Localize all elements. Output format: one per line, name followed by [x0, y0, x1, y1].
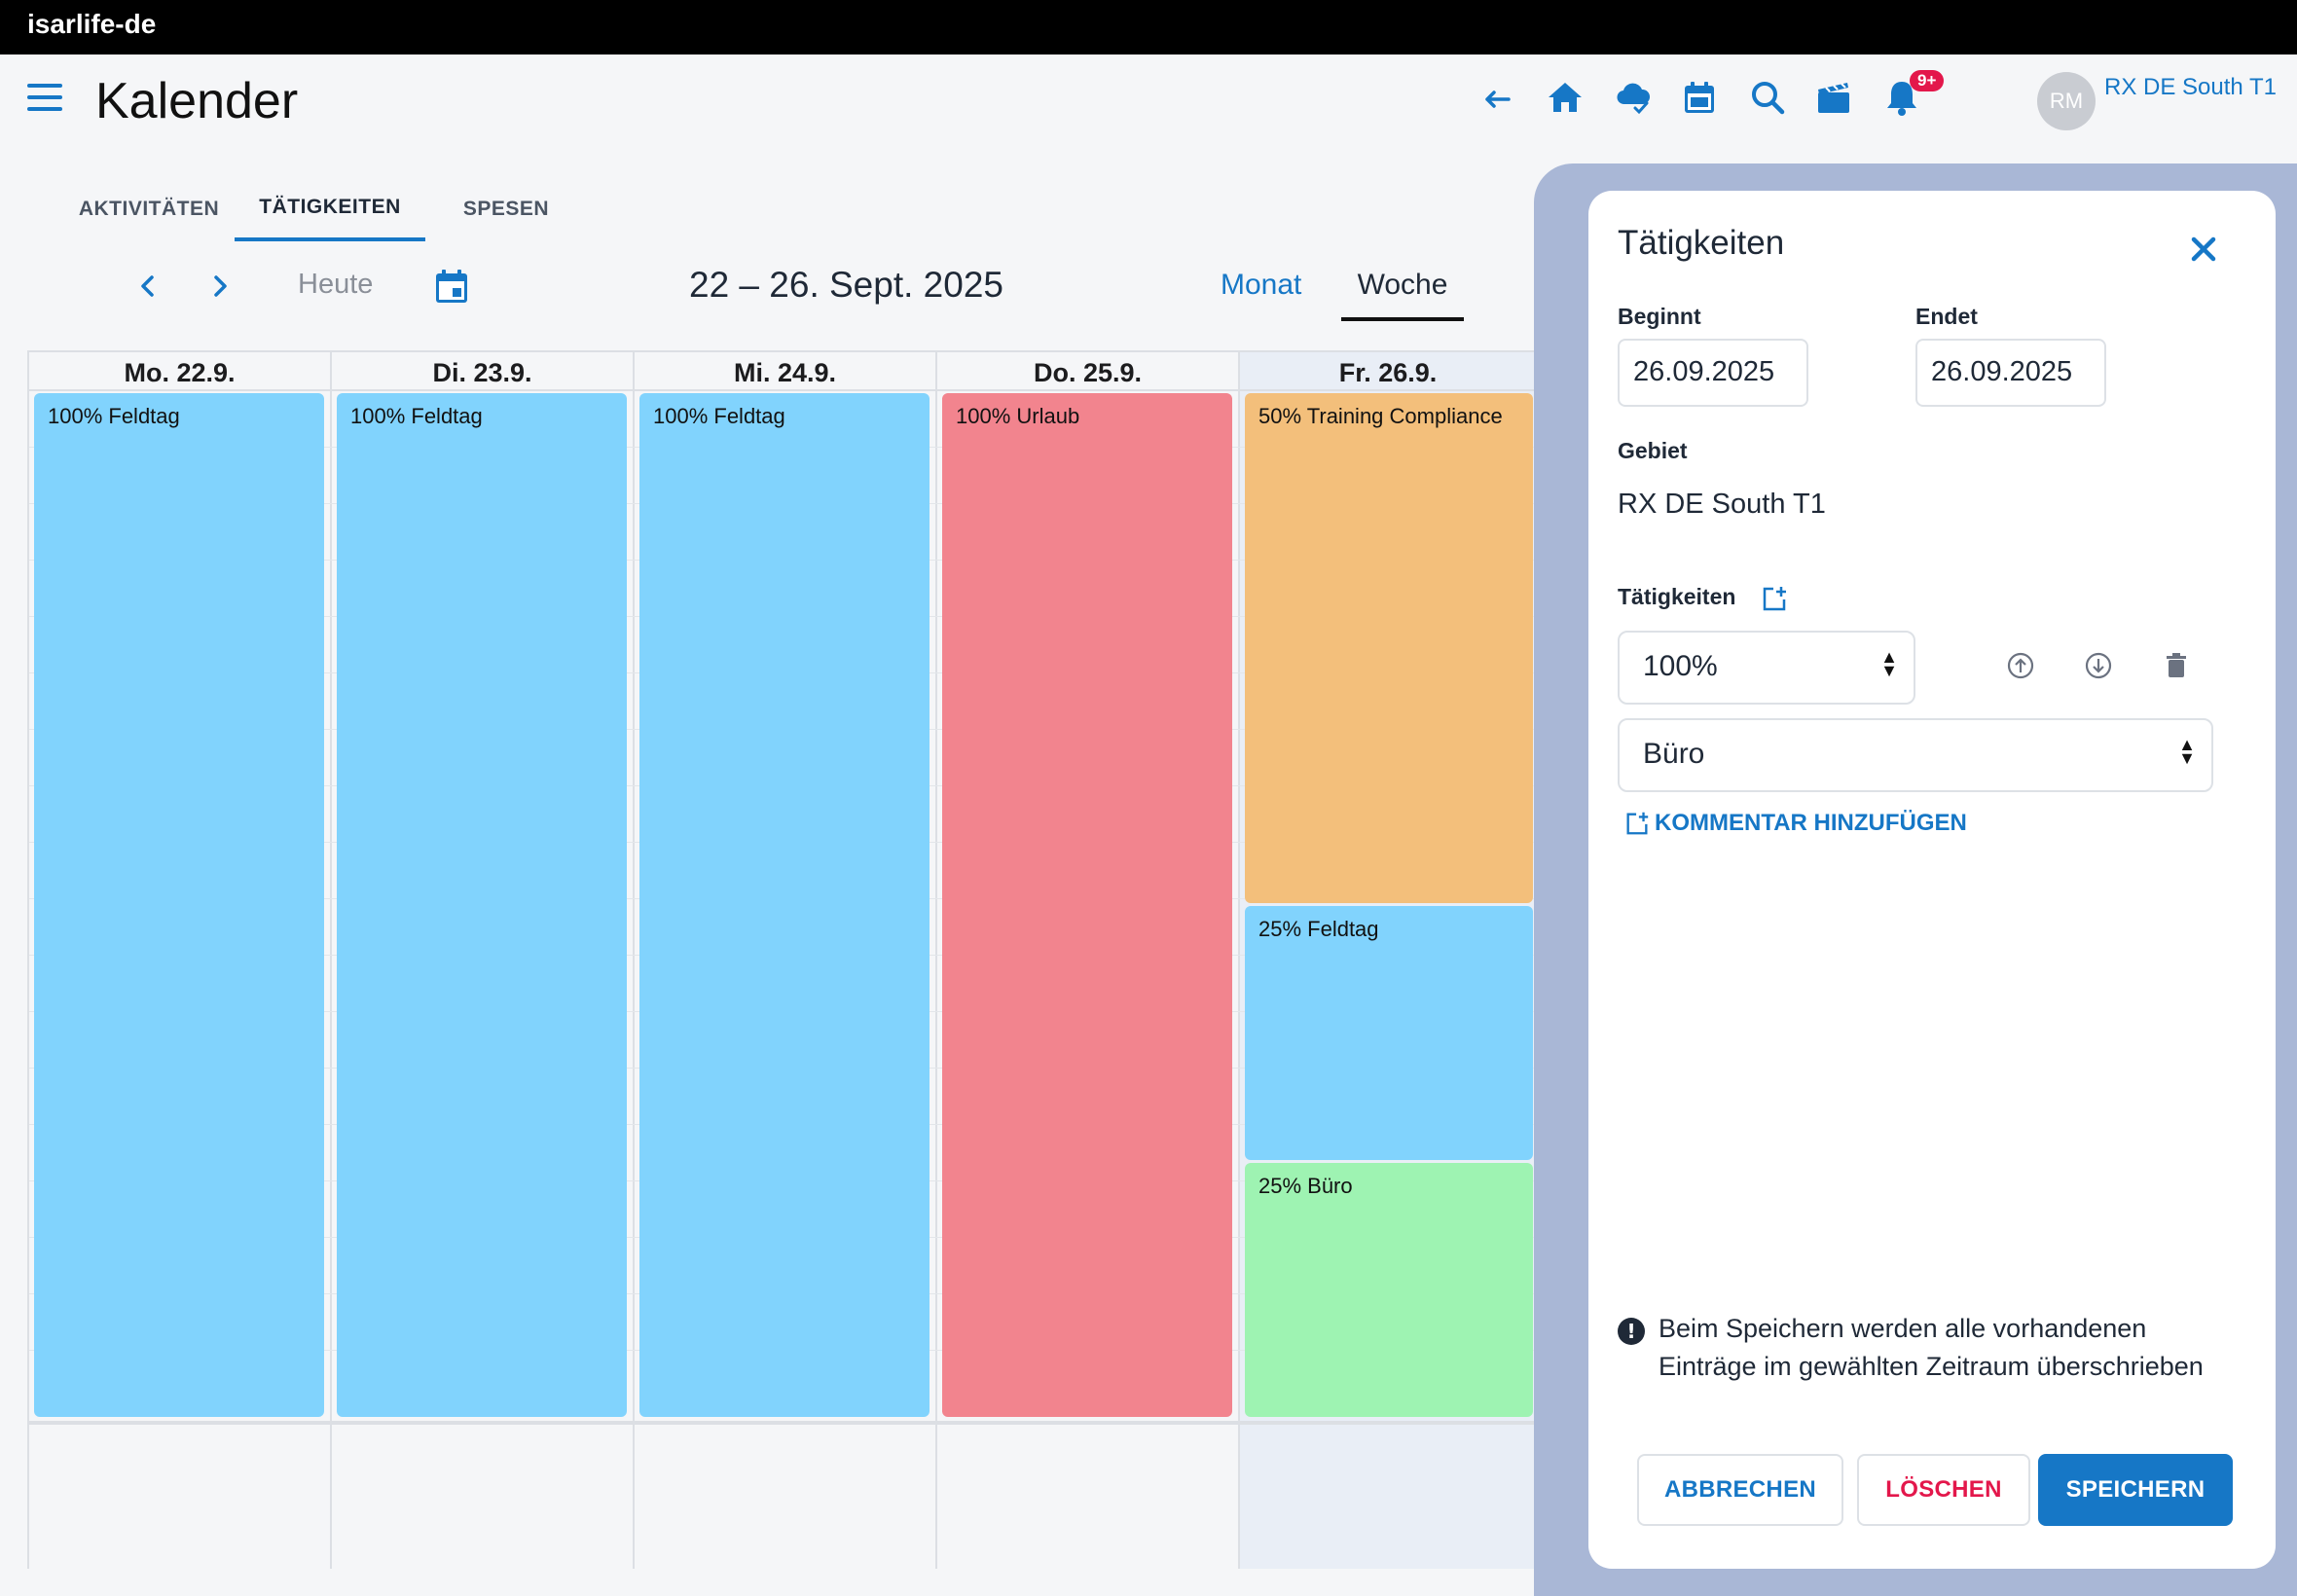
calendar-icon[interactable] — [1676, 74, 1723, 121]
day-header: Fr. 26.9. — [1240, 352, 1536, 391]
select-arrows-icon: ▲ ▼ — [1880, 647, 1898, 680]
activity-type-select[interactable]: Büro ▲ ▼ — [1618, 718, 2213, 792]
select-arrows-icon: ▲ ▼ — [2178, 735, 2196, 768]
add-comment-icon — [1626, 812, 1649, 835]
begins-label: Beginnt — [1618, 304, 1701, 329]
day-header: Di. 23.9. — [332, 352, 633, 391]
move-down-icon[interactable] — [2081, 648, 2116, 683]
tab-spesen[interactable]: SPESEN — [462, 198, 550, 220]
percent-select[interactable]: 100% ▲ ▼ — [1618, 631, 1915, 705]
area-value: RX DE South T1 — [1618, 489, 1826, 520]
activity-type-value: Büro — [1643, 738, 1705, 770]
avatar[interactable]: RM — [2037, 72, 2096, 130]
move-up-icon[interactable] — [2003, 648, 2038, 683]
back-arrow-icon[interactable] — [1474, 76, 1520, 123]
user-name[interactable]: RX DE South T1 — [2104, 74, 2277, 100]
prev-week-button[interactable] — [128, 267, 167, 306]
event-block[interactable]: 100% Urlaub — [942, 393, 1232, 1417]
clapperboard-icon[interactable] — [1810, 74, 1857, 121]
notification-badge: 9+ — [1910, 70, 1945, 91]
day-column[interactable]: Mi. 24.9. — [635, 352, 937, 1569]
cloud-check-icon[interactable] — [1610, 74, 1657, 121]
activity-edit-panel: Tätigkeiten Beginnt Endet 26.09.2025 26.… — [1588, 191, 2276, 1569]
event-block[interactable]: 100% Feldtag — [34, 393, 324, 1417]
event-label: 25% Büro — [1258, 1174, 1353, 1198]
search-icon[interactable] — [1744, 74, 1791, 121]
trash-icon[interactable] — [2159, 648, 2194, 683]
warning-text: Beim Speichern werden alle vorhandenen E… — [1659, 1314, 2204, 1381]
add-comment-label: KOMMENTAR HINZUFÜGEN — [1655, 810, 1967, 836]
day-header: Do. 25.9. — [937, 352, 1238, 391]
add-comment-link[interactable]: KOMMENTAR HINZUFÜGEN — [1623, 810, 1967, 837]
page-title: Kalender — [95, 73, 299, 129]
percent-select-value: 100% — [1643, 650, 1718, 682]
header: Kalender — [0, 54, 2297, 152]
calendar-picker-icon[interactable] — [432, 267, 471, 306]
event-label: 50% Training Compliance — [1258, 404, 1503, 428]
event-label: 100% Feldtag — [653, 404, 785, 428]
event-label: 25% Feldtag — [1258, 917, 1379, 941]
add-activity-icon[interactable] — [1760, 584, 1789, 613]
tab-aktivitaeten[interactable]: AKTIVITÄTEN — [78, 198, 220, 220]
event-block[interactable]: 25% Büro — [1245, 1163, 1533, 1417]
delete-button[interactable]: LÖSCHEN — [1857, 1454, 2030, 1526]
event-block[interactable]: 50% Training Compliance — [1245, 393, 1533, 903]
event-label: 100% Feldtag — [350, 404, 483, 428]
menu-icon[interactable] — [27, 84, 62, 113]
tab-taetigkeiten[interactable]: TÄTIGKEITEN — [235, 177, 425, 241]
ends-date-field[interactable]: 26.09.2025 — [1915, 339, 2106, 407]
event-block[interactable]: 25% Feldtag — [1245, 906, 1533, 1160]
area-label: Gebiet — [1618, 438, 1688, 463]
app-brand: isarlife-de — [27, 9, 157, 39]
today-button[interactable]: Heute — [298, 269, 374, 300]
close-icon[interactable] — [2184, 230, 2223, 269]
date-range-label: 22 – 26. Sept. 2025 — [689, 265, 1003, 305]
day-column[interactable]: Do. 25.9. — [937, 352, 1240, 1569]
next-week-button[interactable] — [201, 267, 239, 306]
event-block[interactable]: 100% Feldtag — [337, 393, 627, 1417]
home-icon[interactable] — [1542, 74, 1588, 121]
warning-icon: ! — [1618, 1318, 1645, 1345]
day-column[interactable]: Di. 23.9. — [332, 352, 635, 1569]
grid-separator — [29, 1421, 1536, 1425]
panel-title: Tätigkeiten — [1618, 224, 1785, 262]
day-header: Mo. 22.9. — [29, 352, 330, 391]
cancel-button[interactable]: ABBRECHEN — [1637, 1454, 1843, 1526]
view-week-button[interactable]: Woche — [1341, 253, 1464, 321]
bell-icon[interactable] — [1878, 74, 1925, 121]
ends-label: Endet — [1915, 304, 1978, 329]
day-column[interactable]: Mo. 22.9. — [29, 352, 332, 1569]
activities-label: Tätigkeiten — [1618, 584, 1736, 609]
day-header: Mi. 24.9. — [635, 352, 935, 391]
app-topbar: isarlife-de — [0, 0, 2297, 54]
event-label: 100% Feldtag — [48, 404, 180, 428]
week-grid: Mo. 22.9. Di. 23.9. Mi. 24.9. Do. 25.9. … — [27, 350, 1536, 1569]
event-label: 100% Urlaub — [956, 404, 1080, 428]
event-block[interactable]: 100% Feldtag — [639, 393, 930, 1417]
save-button[interactable]: SPEICHERN — [2038, 1454, 2233, 1526]
begins-date-field[interactable]: 26.09.2025 — [1618, 339, 1808, 407]
view-month-button[interactable]: Monat — [1221, 269, 1302, 301]
